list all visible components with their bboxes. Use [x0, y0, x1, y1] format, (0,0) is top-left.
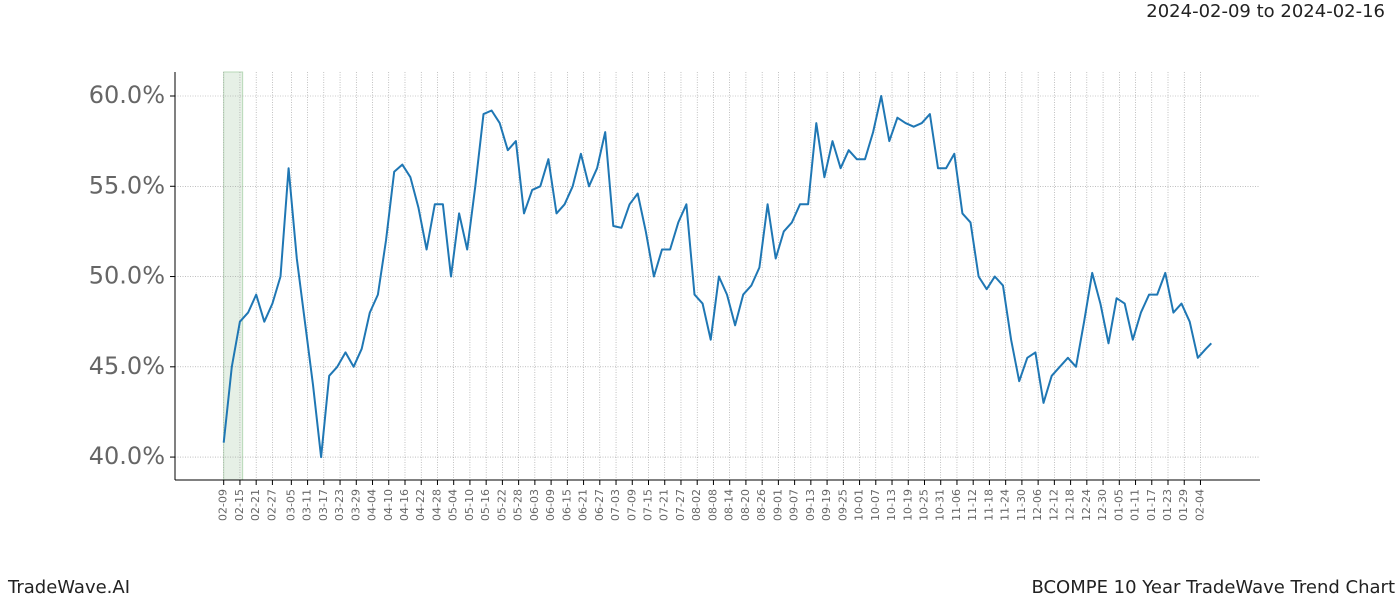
x-tick-label: 10-25	[917, 489, 930, 521]
x-tick-label: 08-08	[706, 489, 719, 521]
x-tick-label: 08-20	[739, 489, 752, 521]
x-tick-label: 03-29	[349, 489, 362, 521]
x-tick-label: 09-19	[820, 489, 833, 521]
x-tick-label: 07-09	[625, 489, 638, 521]
y-tick-label: 50.0%	[89, 262, 165, 290]
y-tick-label: 60.0%	[89, 81, 165, 109]
x-tick-label: 06-21	[577, 489, 590, 521]
x-tick-label: 01-29	[1177, 489, 1190, 521]
x-tick-label: 04-28	[430, 489, 443, 521]
x-tick-label: 09-07	[788, 489, 801, 521]
x-tick-label: 01-11	[1129, 489, 1142, 521]
x-tick-label: 03-23	[333, 489, 346, 521]
x-tick-label: 06-03	[528, 489, 541, 521]
x-tick-label: 11-18	[982, 489, 995, 521]
x-tick-label: 07-21	[658, 489, 671, 521]
x-tick-label: 12-12	[1047, 489, 1060, 521]
x-tick-label: 11-12	[966, 489, 979, 521]
x-tick-label: 04-04	[366, 489, 379, 521]
x-tick-label: 05-10	[463, 489, 476, 521]
date-range: 2024-02-09 to 2024-02-16	[1146, 1, 1385, 22]
x-tick-label: 05-04	[447, 489, 460, 521]
x-tick-label: 10-13	[885, 489, 898, 521]
x-tick-label: 05-16	[479, 489, 492, 521]
x-tick-label: 12-30	[1096, 489, 1109, 521]
x-tick-label: 02-21	[249, 489, 262, 521]
x-tick-label: 09-01	[771, 489, 784, 521]
x-tick-label: 01-23	[1161, 489, 1174, 521]
x-tick-label: 07-27	[674, 489, 687, 521]
x-tick-label: 04-10	[382, 489, 395, 521]
x-tick-label: 10-31	[934, 489, 947, 521]
x-tick-label: 09-13	[804, 489, 817, 521]
x-tick-label: 02-09	[217, 489, 230, 521]
x-tick-label: 07-03	[609, 489, 622, 521]
x-tick-label: 02-15	[233, 489, 246, 521]
x-tick-label: 06-09	[544, 489, 557, 521]
x-tick-label: 08-14	[723, 489, 736, 521]
x-tick-label: 03-17	[317, 489, 330, 521]
x-tick-label: 02-27	[265, 489, 278, 521]
x-tick-label: 04-16	[398, 489, 411, 521]
x-tick-label: 10-19	[901, 489, 914, 521]
x-tick-label: 12-24	[1080, 489, 1093, 521]
x-tick-label: 11-24	[999, 489, 1012, 521]
x-tick-label: 12-18	[1064, 489, 1077, 521]
x-tick-label: 04-22	[414, 489, 427, 521]
x-tick-label: 08-26	[755, 489, 768, 521]
x-tick-label: 06-27	[593, 489, 606, 521]
y-tick-label: 55.0%	[89, 171, 165, 199]
x-tick-label: 10-01	[853, 489, 866, 521]
x-tick-label: 08-02	[690, 489, 703, 521]
x-tick-label: 12-06	[1031, 489, 1044, 521]
line-series	[222, 95, 1213, 459]
x-tick-label: 10-07	[869, 489, 882, 521]
x-tick-label: 02-04	[1193, 489, 1206, 521]
chart-name: BCOMPE 10 Year TradeWave Trend Chart	[1031, 577, 1395, 598]
x-tick-label: 09-25	[836, 489, 849, 521]
x-tick-label: 01-05	[1112, 489, 1125, 521]
x-tick-label: 03-11	[301, 489, 314, 521]
brand: TradeWave.AI	[7, 577, 130, 598]
x-tick-label: 11-30	[1015, 489, 1028, 521]
y-tick-label: 40.0%	[89, 442, 165, 470]
x-tick-label: 11-06	[950, 489, 963, 521]
x-tick-label: 07-15	[642, 489, 655, 521]
x-tick-label: 01-17	[1145, 489, 1158, 521]
x-tick-label: 05-22	[495, 489, 508, 521]
x-tick-label: 06-15	[560, 489, 573, 521]
y-tick-label: 45.0%	[89, 352, 165, 380]
x-tick-label: 03-05	[284, 489, 297, 521]
x-tick-label: 05-28	[512, 489, 525, 521]
